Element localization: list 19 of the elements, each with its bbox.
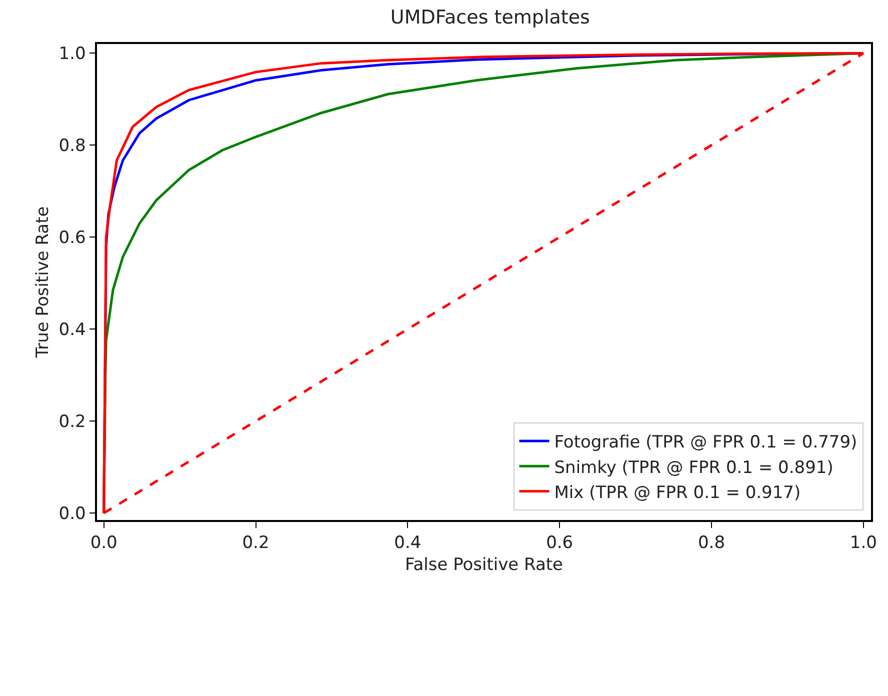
x-tick-label: 0.8 [698, 533, 726, 554]
legend-label: Snimky (TPR @ FPR 0.1 = 0.891) [554, 458, 834, 478]
x-tick-label: 1.0 [850, 533, 877, 554]
x-tick-label: 0.6 [546, 533, 574, 554]
y-tick-label: 0.6 [58, 228, 86, 248]
legend-label: Fotografie (TPR @ FPR 0.1 = 0.779) [554, 432, 858, 453]
legend-label: Mix (TPR @ FPR 0.1 = 0.917) [554, 482, 801, 503]
y-tick-label: 0.0 [58, 504, 86, 524]
x-tick-label: 0.4 [394, 533, 422, 554]
x-tick-label: 0.0 [90, 533, 118, 554]
x-axis-title: False Positive Rate [405, 555, 563, 576]
y-tick-label: 0.2 [58, 412, 86, 432]
y-axis-title: True Positive Rate [32, 206, 53, 359]
x-tick-label: 0.2 [242, 533, 270, 554]
y-tick-label: 1.0 [58, 44, 86, 64]
line-series [102, 52, 865, 514]
y-tick-label: 0.8 [58, 136, 86, 156]
y-tick-label: 0.4 [58, 320, 86, 340]
chart-title: UMDFaces templates [390, 6, 590, 29]
